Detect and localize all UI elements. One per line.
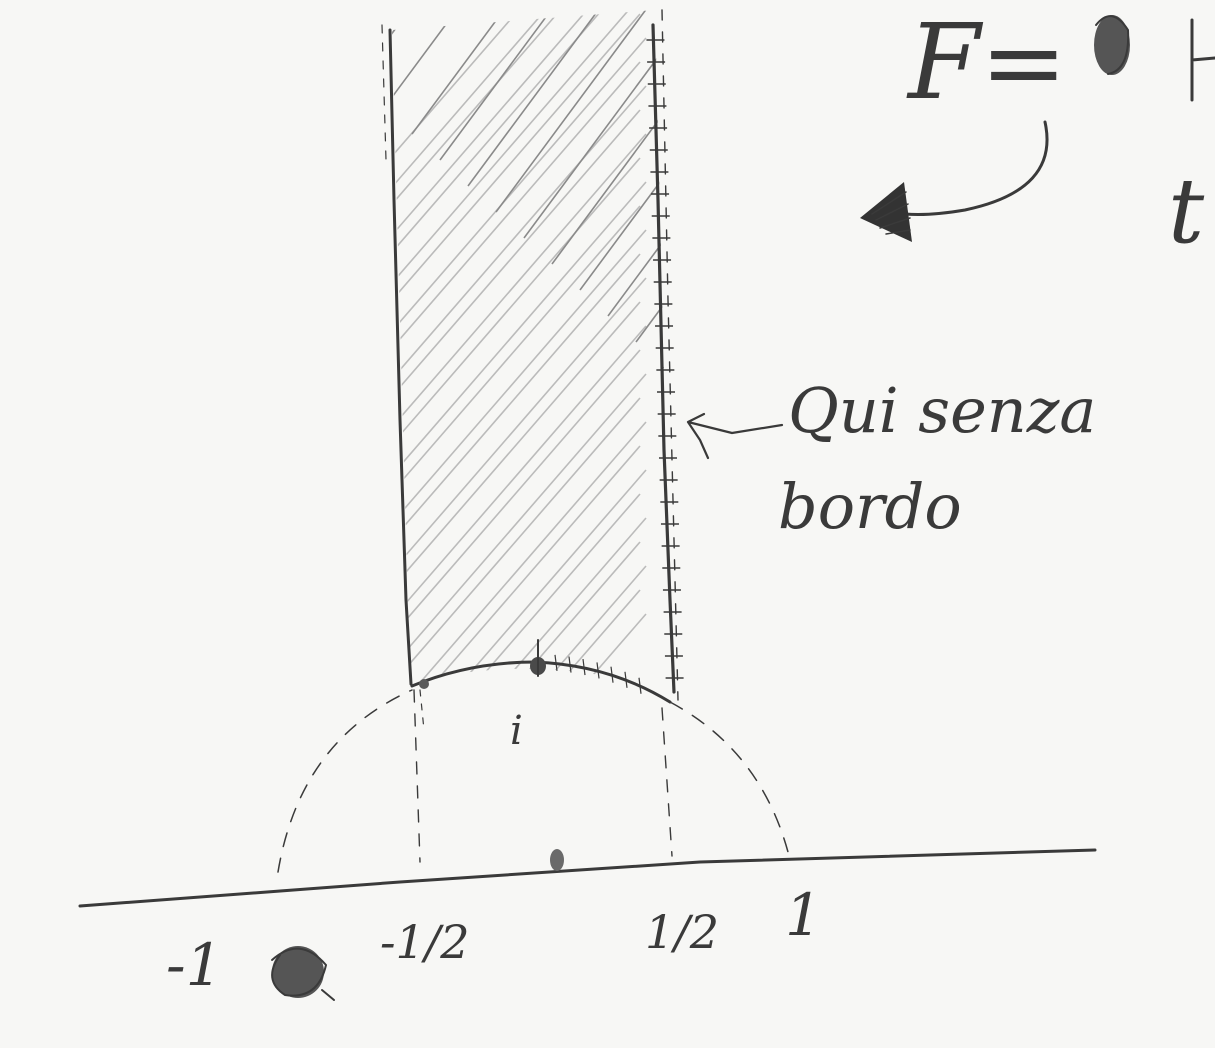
right-boundary-line (651, 23, 676, 694)
arrow-head-icon (860, 182, 912, 242)
formula-smudge-icon (1094, 15, 1130, 75)
origin-point (550, 849, 564, 871)
unit-circle-dashed-right (669, 701, 789, 853)
label-half: 1/2 (645, 905, 719, 959)
right-boundary-ticks (646, 39, 684, 679)
formula-tail: t (1168, 159, 1205, 264)
arc-ticks (554, 654, 642, 694)
label-minus-one: -1 (166, 931, 223, 999)
hatched-region (392, 10, 672, 692)
label-one: 1 (785, 881, 822, 949)
note-arrow (686, 412, 784, 460)
left-boundary-line (388, 28, 413, 686)
right-boundary-dashed (661, 9, 679, 701)
corner-point-left (419, 679, 429, 689)
label-minus-half: -1/2 (380, 915, 470, 969)
left-boundary-dashed (381, 24, 387, 161)
real-axis (78, 848, 1097, 908)
formula-label: F= (906, 1, 1067, 123)
smudge-icon (271, 946, 335, 1001)
guide-minus-half (413, 689, 421, 863)
label-i: i (510, 708, 523, 754)
note-line-1: Qui senza (788, 374, 1096, 447)
guide-half (661, 707, 673, 857)
unit-circle-dashed (277, 689, 413, 873)
curved-arrow (903, 120, 1049, 216)
formula-cut-glyph (1190, 18, 1215, 102)
guide-minus-half-2 (419, 689, 425, 731)
note-line-2: bordo (778, 470, 962, 543)
